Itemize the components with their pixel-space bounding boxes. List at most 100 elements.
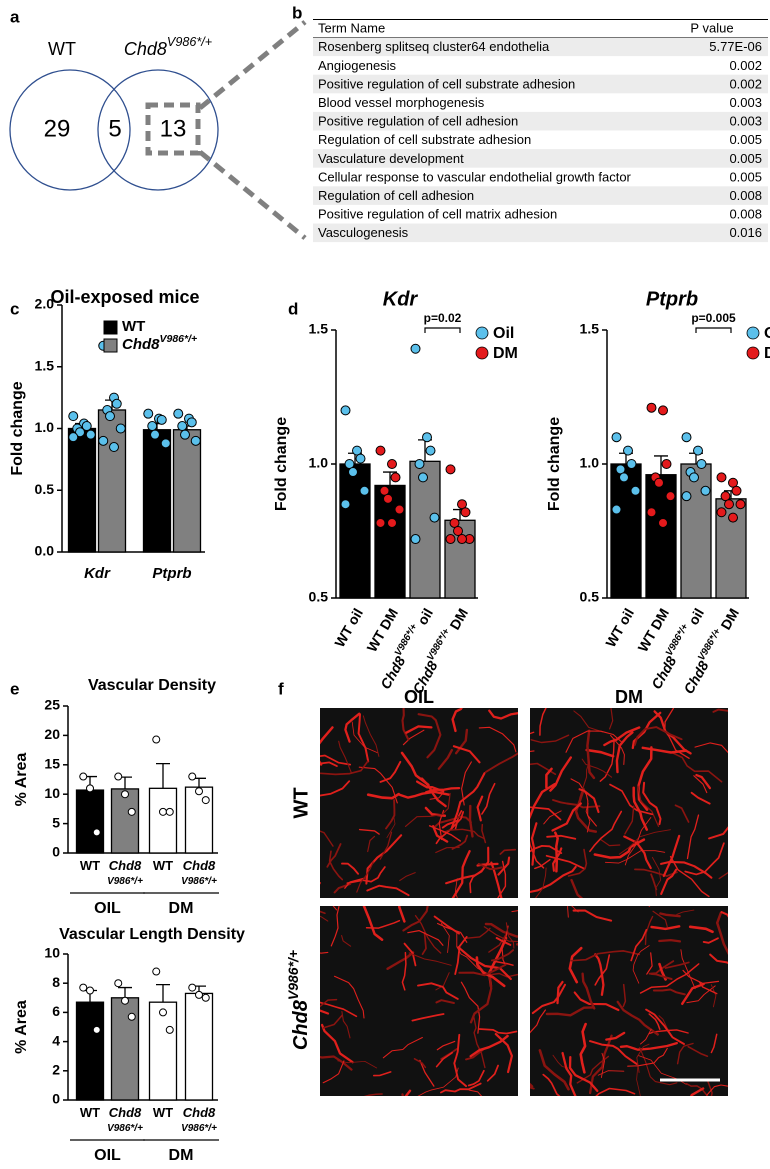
table-row-bg xyxy=(313,223,768,243)
y-axis-label: Fold change xyxy=(273,417,290,511)
table-cell: Positive regulation of cell matrix adhes… xyxy=(318,207,557,222)
vessel xyxy=(411,1013,445,1022)
legend-label: Chd8V986*/+ xyxy=(122,333,197,353)
data-point xyxy=(121,790,129,799)
data-point xyxy=(114,979,123,988)
vessel xyxy=(530,845,563,854)
data-point xyxy=(152,967,161,976)
vessel xyxy=(490,949,515,962)
table-cell: Angiogenesis xyxy=(318,58,397,73)
vessel xyxy=(694,742,728,754)
table-header: P value xyxy=(690,20,733,35)
data-point xyxy=(127,1012,136,1021)
text-part: V986*/+ xyxy=(393,622,420,658)
x-tick-label: WT oil xyxy=(602,605,637,649)
vessel xyxy=(511,910,518,913)
vessel xyxy=(586,729,596,780)
chart-title: Vascular Density xyxy=(88,677,216,694)
vessel xyxy=(454,878,458,898)
vessel xyxy=(338,740,353,774)
error-bar xyxy=(156,984,170,1003)
y-tick-label: 2.0 xyxy=(35,296,55,312)
vessel xyxy=(644,915,654,946)
legend-label: WT xyxy=(122,318,145,335)
vessel xyxy=(413,1058,427,1069)
y-tick-label: 8 xyxy=(52,974,60,990)
vessel xyxy=(662,834,681,878)
table-cell: 0.003 xyxy=(729,95,762,110)
vessel xyxy=(710,984,717,1008)
vessel xyxy=(320,754,352,766)
vessel xyxy=(579,1022,587,1074)
data-point xyxy=(159,807,167,816)
vessel xyxy=(379,831,393,860)
vessel xyxy=(337,1060,378,1069)
vessel xyxy=(344,712,361,743)
vessel xyxy=(366,792,400,800)
vessel xyxy=(469,868,484,894)
bar xyxy=(610,463,642,599)
vessel xyxy=(341,1010,351,1039)
bar xyxy=(110,788,140,854)
vessel xyxy=(618,829,671,855)
vessel xyxy=(435,811,465,845)
vessel xyxy=(684,842,725,876)
row-label: Chd8V986*/+ xyxy=(285,950,313,1050)
vessel xyxy=(428,825,461,842)
data-point xyxy=(658,405,668,416)
vessel xyxy=(530,734,570,744)
vessel xyxy=(468,1089,483,1096)
vessel xyxy=(702,937,719,944)
vessel xyxy=(452,745,481,764)
vessel xyxy=(706,1084,728,1096)
vessel xyxy=(720,911,728,918)
vessel xyxy=(578,788,600,814)
vessel xyxy=(405,725,433,734)
vessel xyxy=(484,752,518,773)
vessel xyxy=(421,931,427,956)
vessel xyxy=(495,960,514,966)
micrograph-bg xyxy=(320,906,518,1096)
data-point xyxy=(619,472,629,483)
vessel xyxy=(417,713,442,759)
data-point xyxy=(696,459,707,469)
data-point xyxy=(111,398,122,409)
vessel xyxy=(568,946,583,984)
vessel xyxy=(545,1006,595,1017)
vessel xyxy=(690,1087,705,1096)
vessel xyxy=(530,1009,546,1034)
vessel xyxy=(600,1052,605,1079)
venn-circle xyxy=(97,69,219,191)
text-part: V986*/+ xyxy=(664,622,691,658)
annotation: p=0.005 xyxy=(691,311,736,325)
vessel xyxy=(499,848,517,855)
vessel xyxy=(477,862,503,871)
micrograph xyxy=(530,708,728,898)
vessel xyxy=(320,915,329,922)
significance-bracket xyxy=(695,327,732,333)
x-tick-label: Chd8 V986*/+ xyxy=(107,858,143,886)
vessel xyxy=(664,961,690,969)
data-point xyxy=(195,787,203,796)
vessel xyxy=(622,983,627,1008)
vessel xyxy=(330,906,340,947)
y-axis-label: Fold change xyxy=(546,417,563,511)
data-point xyxy=(143,408,154,419)
bar xyxy=(75,789,105,854)
text-part: Chd8 xyxy=(183,1105,216,1120)
data-point xyxy=(201,796,210,805)
data-point xyxy=(359,485,370,496)
vessel xyxy=(568,1055,599,1093)
vessel xyxy=(382,1037,423,1059)
vessel xyxy=(574,788,597,833)
annotation: p=0.02 xyxy=(424,311,462,325)
data-point xyxy=(390,472,401,483)
vessel xyxy=(676,1042,694,1065)
group-label: OIL xyxy=(94,1147,121,1164)
vessel xyxy=(530,865,577,893)
table-row-bg xyxy=(313,37,768,57)
text-part: V986*/+ xyxy=(181,876,217,887)
vessel xyxy=(686,814,700,860)
vessel xyxy=(402,906,429,932)
